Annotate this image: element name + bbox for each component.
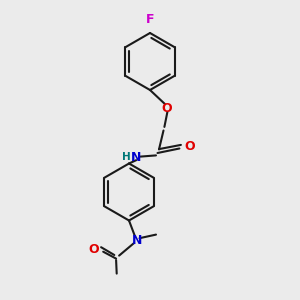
Text: O: O <box>161 101 172 115</box>
Text: O: O <box>88 243 99 256</box>
Text: N: N <box>132 233 142 247</box>
Text: N: N <box>131 151 141 164</box>
Text: H: H <box>122 152 130 162</box>
Text: O: O <box>184 140 194 154</box>
Text: F: F <box>146 14 154 26</box>
